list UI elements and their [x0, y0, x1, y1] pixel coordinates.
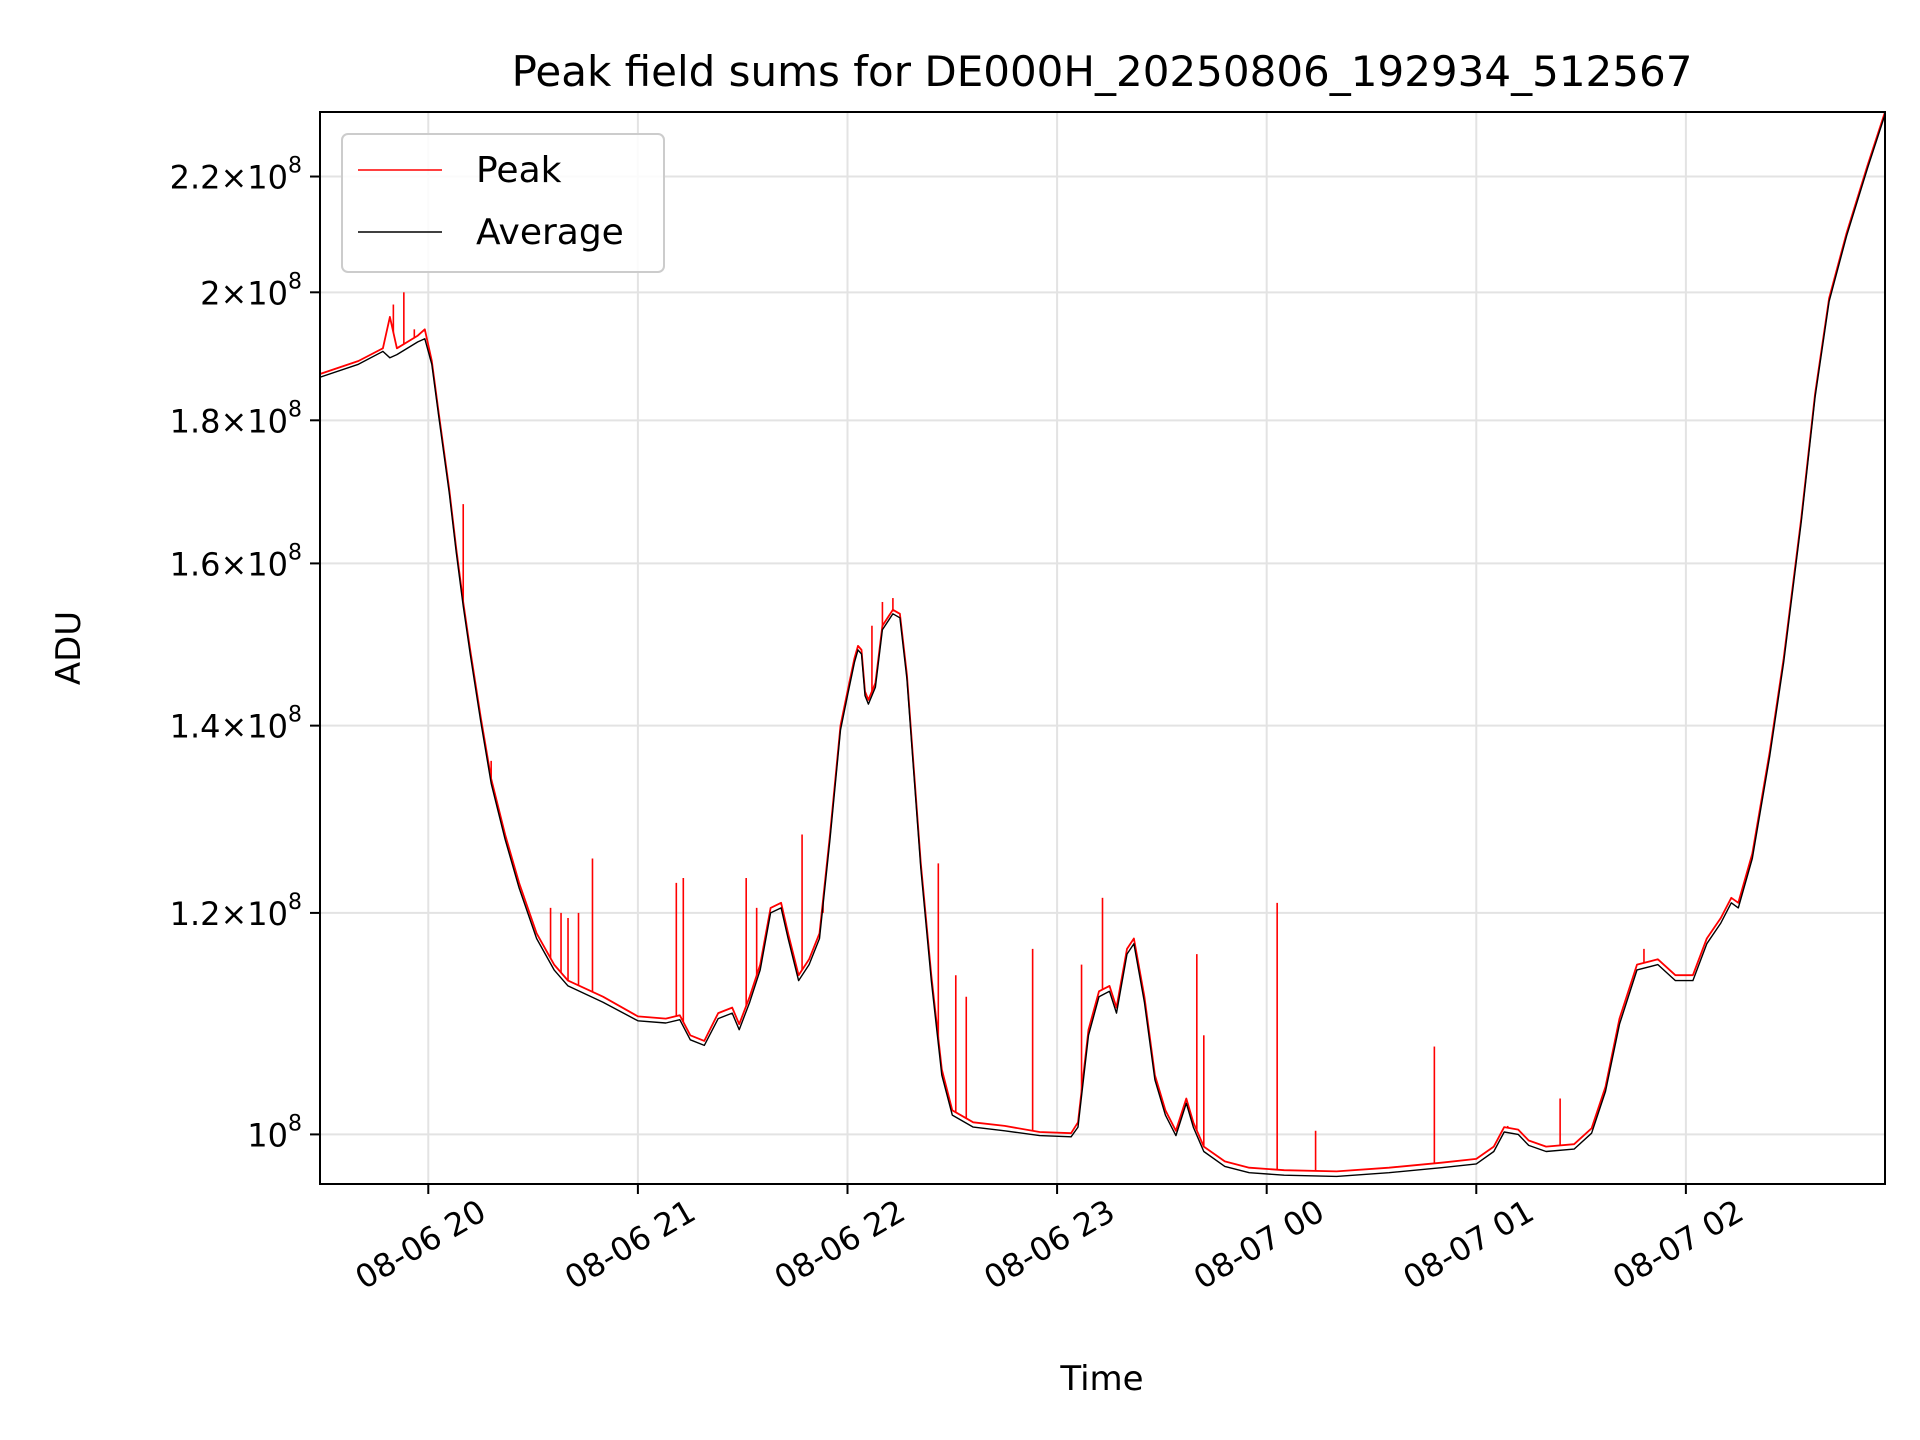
chart-title: Peak field sums for DE000H_20250806_1929… — [512, 47, 1693, 96]
y-tick-label: 108 — [247, 1111, 302, 1154]
series-layer — [320, 112, 1885, 1178]
y-tick-label: 1.8×108 — [170, 397, 302, 440]
legend: Peak Average — [341, 133, 665, 273]
x-axis-title: Time — [1059, 1359, 1143, 1399]
y-axis-title: ADU — [49, 611, 89, 685]
legend-label-average: Average — [476, 212, 624, 253]
y-tick-label: 1.4×108 — [170, 703, 302, 746]
y-tick-label: 1.6×108 — [170, 540, 302, 583]
y-tick-label: 2.2×108 — [170, 154, 302, 197]
plot-frame — [319, 111, 1886, 1185]
y-tick-label: 1.2×108 — [170, 890, 302, 933]
legend-label-peak: Peak — [476, 150, 562, 191]
y-tick-label: 2×108 — [200, 269, 302, 312]
grid-lines — [320, 112, 1885, 1184]
series-line-average — [320, 114, 1885, 1178]
legend-box — [341, 133, 665, 273]
